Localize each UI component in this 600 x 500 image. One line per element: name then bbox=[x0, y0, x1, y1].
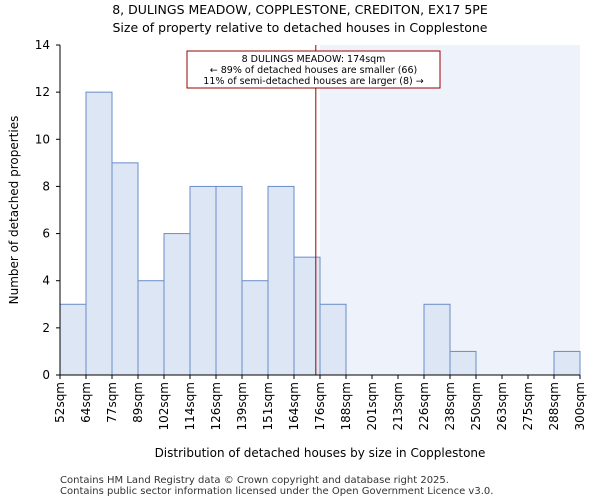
x-tick-label: 114sqm bbox=[183, 382, 197, 430]
x-tick-label: 52sqm bbox=[53, 382, 67, 423]
footer-line-2: Contains public sector information licen… bbox=[60, 486, 493, 497]
x-tick-label: 275sqm bbox=[521, 382, 535, 430]
bar-64sqm bbox=[85, 91, 113, 376]
x-axis-ticks: 52sqm 64sqm 77sqm 89sqm 102sqm 114sqm 126sqm 13… bbox=[53, 375, 587, 430]
footer-line-1: Contains HM Land Registry data © Crown c… bbox=[60, 475, 449, 486]
y-tick-label: 10 bbox=[35, 132, 50, 146]
bar-139sqm bbox=[241, 280, 269, 376]
y-tick-label: 8 bbox=[42, 179, 50, 193]
bar-126sqm bbox=[215, 185, 243, 376]
bar-114sqm bbox=[189, 185, 217, 376]
y-tick-label: 14 bbox=[35, 38, 50, 52]
bar-151sqm bbox=[267, 185, 295, 376]
x-tick-label: 64sqm bbox=[79, 382, 93, 423]
x-tick-label: 164sqm bbox=[287, 382, 301, 430]
annotation-box bbox=[186, 50, 441, 89]
chart-subtitle: Size of property relative to detached ho… bbox=[113, 20, 488, 35]
bar-77sqm bbox=[111, 162, 139, 376]
x-tick-label: 89sqm bbox=[131, 382, 145, 423]
x-tick-label: 188sqm bbox=[339, 382, 353, 430]
x-tick-label: 213sqm bbox=[391, 382, 405, 430]
y-tick-label: 4 bbox=[42, 274, 50, 288]
x-tick-label: 102sqm bbox=[157, 382, 171, 430]
bar-226sqm bbox=[423, 303, 451, 376]
bar-102sqm bbox=[163, 233, 191, 376]
bar-52sqm bbox=[59, 303, 87, 376]
y-tick-label: 12 bbox=[35, 85, 50, 99]
bar-238sqm bbox=[449, 350, 477, 376]
x-tick-label: 151sqm bbox=[261, 382, 275, 430]
x-tick-label: 126sqm bbox=[209, 382, 223, 430]
x-tick-label: 139sqm bbox=[235, 382, 249, 430]
x-tick-label: 300sqm bbox=[573, 382, 587, 430]
x-tick-label: 238sqm bbox=[443, 382, 457, 430]
y-tick-label: 6 bbox=[42, 227, 50, 241]
x-tick-label: 77sqm bbox=[105, 382, 119, 423]
y-axis-ticks: 0 2 4 6 8 10 12 14 bbox=[35, 38, 60, 382]
x-tick-label: 226sqm bbox=[417, 382, 431, 430]
bars bbox=[59, 91, 581, 376]
y-tick-label: 2 bbox=[42, 321, 50, 335]
bar-89sqm bbox=[137, 280, 165, 376]
bar-288sqm bbox=[553, 350, 581, 376]
x-axis-label: Distribution of detached houses by size … bbox=[155, 446, 486, 460]
bar-176sqm bbox=[319, 303, 347, 376]
x-tick-label: 288sqm bbox=[547, 382, 561, 430]
y-axis-label: Number of detached properties bbox=[7, 116, 21, 305]
y-tick-label: 0 bbox=[42, 368, 50, 382]
chart-title: 8, DULINGS MEADOW, COPPLESTONE, CREDITON… bbox=[112, 2, 488, 17]
x-tick-label: 201sqm bbox=[365, 382, 379, 430]
x-tick-label: 250sqm bbox=[469, 382, 483, 430]
x-tick-label: 263sqm bbox=[495, 382, 509, 430]
x-tick-label: 176sqm bbox=[313, 382, 327, 430]
annotation-line-3: 11% of semi-detached houses are larger (… bbox=[203, 76, 423, 87]
annotation-line-1: 8 DULINGS MEADOW: 174sqm bbox=[242, 54, 386, 65]
annotation-line-2: ← 89% of detached houses are smaller (66… bbox=[210, 65, 417, 76]
subject-annotation: 8 DULINGS MEADOW: 174sqm ← 89% of detach… bbox=[186, 50, 441, 89]
